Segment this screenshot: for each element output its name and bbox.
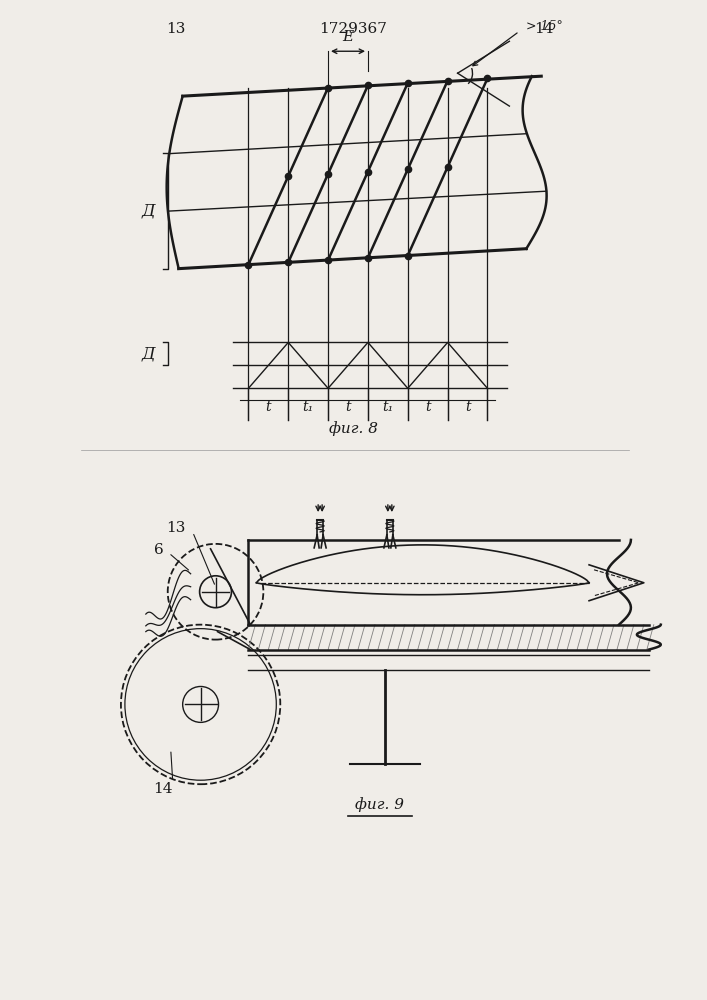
Text: > 15°: > 15° [526, 20, 563, 33]
Text: t: t [425, 400, 431, 414]
Text: фиг. 8: фиг. 8 [329, 421, 378, 436]
Text: Д: Д [142, 345, 156, 362]
Text: t₁: t₁ [382, 400, 394, 414]
Text: 14: 14 [153, 782, 173, 796]
Text: 13: 13 [166, 22, 185, 36]
Text: E: E [342, 30, 354, 44]
Text: фиг. 9: фиг. 9 [356, 797, 404, 812]
Text: 13: 13 [166, 521, 185, 535]
Text: t₁: t₁ [303, 400, 314, 414]
Text: Д: Д [142, 203, 156, 220]
Text: t: t [266, 400, 271, 414]
Text: t: t [464, 400, 470, 414]
Text: 14: 14 [534, 22, 554, 36]
Text: 6: 6 [154, 543, 163, 557]
Text: t: t [345, 400, 351, 414]
Text: 1729367: 1729367 [319, 22, 387, 36]
